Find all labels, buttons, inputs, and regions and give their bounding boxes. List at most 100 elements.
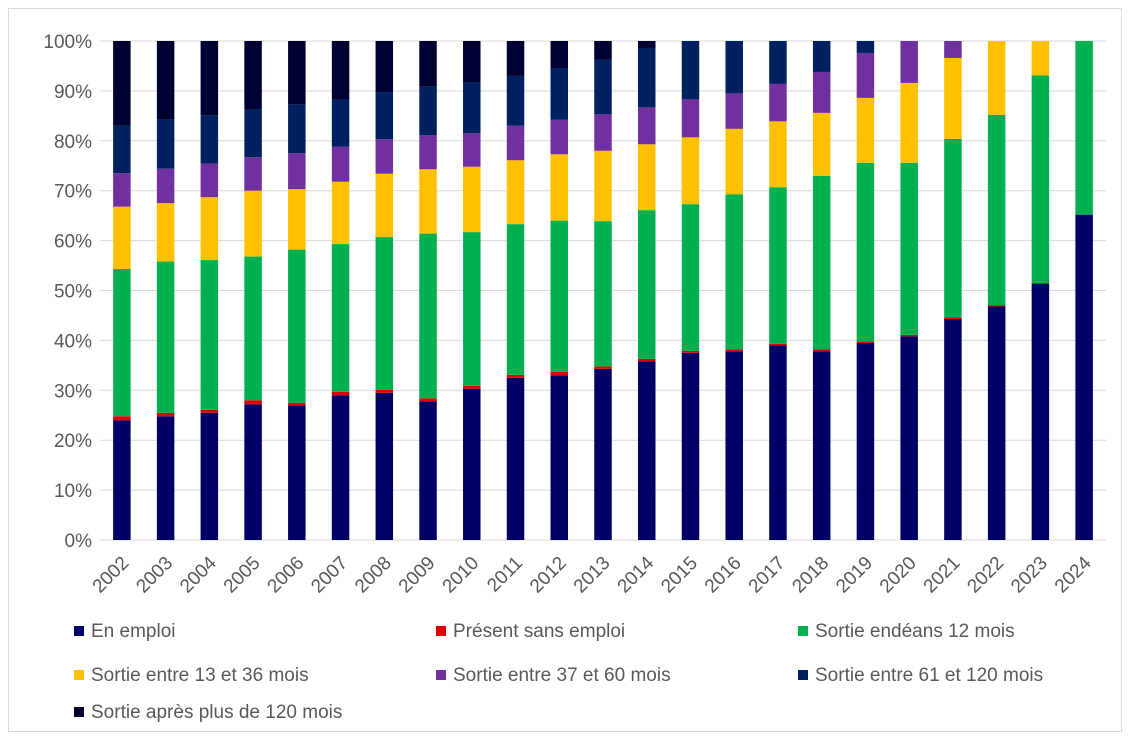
bar-segment bbox=[331, 391, 350, 396]
legend-swatch bbox=[798, 670, 808, 680]
bar-segment bbox=[681, 137, 700, 205]
bar-segment bbox=[244, 157, 262, 191]
bar-segment bbox=[375, 92, 394, 140]
bar-segment bbox=[463, 133, 481, 167]
bar-segment bbox=[288, 405, 306, 540]
bar-segment bbox=[331, 395, 350, 540]
bar-segment bbox=[812, 41, 831, 72]
bar-segment bbox=[1031, 284, 1050, 540]
bar-segment bbox=[244, 190, 262, 257]
bar-segment bbox=[681, 204, 700, 351]
bar-segment bbox=[331, 146, 350, 182]
bar-segment bbox=[725, 349, 743, 352]
bar-segment bbox=[550, 371, 569, 376]
bar-segment bbox=[900, 162, 918, 335]
bar-segment bbox=[331, 181, 350, 245]
legend-item: Sortie entre 13 et 36 mois bbox=[74, 665, 309, 686]
bar-segment bbox=[944, 138, 962, 318]
bar-segment bbox=[506, 41, 525, 76]
bar-segment bbox=[506, 125, 525, 161]
bar-segment bbox=[113, 420, 131, 540]
bar-segment bbox=[375, 139, 394, 174]
bar-segment bbox=[550, 68, 569, 120]
legend-swatch bbox=[74, 707, 84, 717]
bar-segment bbox=[944, 41, 962, 58]
y-axis: 0% 10% 20% 30% 40% 50% 60% 70% 80% 90% 100% bbox=[43, 32, 92, 552]
bar-segment bbox=[725, 41, 743, 94]
x-tick-label: 2003 bbox=[132, 553, 177, 598]
bar-segment bbox=[506, 160, 525, 225]
x-tick-label: 2006 bbox=[264, 553, 309, 598]
bar-segment bbox=[725, 351, 743, 540]
bar-segment bbox=[463, 82, 481, 134]
legend-item: Sortie endéans 12 mois bbox=[798, 621, 1015, 642]
bar-segment bbox=[463, 166, 481, 233]
bar-segment bbox=[769, 345, 787, 540]
x-tick-label: 2021 bbox=[920, 553, 965, 598]
bar-segment bbox=[856, 341, 875, 343]
bar-segment bbox=[812, 349, 831, 352]
x-tick-label: 2007 bbox=[307, 553, 352, 598]
y-tick-label: 60% bbox=[54, 232, 92, 253]
bar-segment bbox=[550, 41, 569, 69]
x-tick-label: 2002 bbox=[89, 553, 134, 598]
bar-segment bbox=[419, 398, 437, 402]
y-tick-label: 20% bbox=[54, 431, 92, 452]
y-tick-label: 30% bbox=[54, 381, 92, 402]
bar-segment bbox=[637, 210, 656, 359]
bar-segment bbox=[288, 189, 306, 250]
bar-segment bbox=[375, 392, 394, 540]
bar-segment bbox=[594, 368, 612, 540]
x-tick-label: 2008 bbox=[351, 553, 396, 598]
y-tick-label: 0% bbox=[65, 531, 93, 552]
bar-segment bbox=[812, 175, 831, 350]
bar-segment bbox=[856, 52, 875, 98]
x-tick-label: 2023 bbox=[1007, 553, 1052, 598]
bar-segment bbox=[156, 416, 175, 540]
bar-segment bbox=[725, 93, 743, 129]
legend-label: Sortie entre 37 et 60 mois bbox=[453, 665, 671, 686]
x-tick-label: 2004 bbox=[176, 552, 221, 597]
bar-segment bbox=[288, 153, 306, 190]
x-tick-label: 2019 bbox=[832, 553, 877, 598]
legend-item: Présent sans emploi bbox=[436, 621, 625, 642]
bar-segment bbox=[944, 317, 962, 319]
bar-segment bbox=[200, 409, 219, 413]
bar-segment bbox=[419, 233, 437, 399]
bar-segment bbox=[987, 306, 1006, 540]
legend-item: Sortie entre 37 et 60 mois bbox=[436, 665, 671, 686]
y-tick-label: 80% bbox=[54, 132, 92, 153]
bar-segment bbox=[550, 119, 569, 155]
legend-label: Présent sans emploi bbox=[453, 621, 625, 642]
bar-segment bbox=[463, 385, 481, 389]
bar-segment bbox=[812, 71, 831, 113]
bar-segment bbox=[375, 173, 394, 238]
bar-segment bbox=[113, 125, 131, 174]
bar-segment bbox=[419, 169, 437, 234]
bar-segment bbox=[288, 41, 306, 105]
bar-segment bbox=[375, 237, 394, 390]
bar-segment bbox=[331, 244, 350, 392]
legend-label: Sortie entre 61 et 120 mois bbox=[815, 665, 1043, 686]
bar-segment bbox=[1075, 214, 1093, 541]
bar-segment bbox=[244, 256, 262, 401]
legend: En emploi Présent sans emploi Sortie endéa… bbox=[74, 621, 1043, 723]
x-tick-label: 2014 bbox=[614, 552, 659, 597]
bar-segment bbox=[419, 135, 437, 170]
bar-segment bbox=[156, 203, 175, 262]
legend-label: En emploi bbox=[91, 621, 176, 642]
bar-segment bbox=[200, 115, 219, 164]
bar-segment bbox=[637, 361, 656, 540]
bar-segment bbox=[769, 121, 787, 188]
bar-segment bbox=[987, 41, 1006, 115]
x-tick-label: 2016 bbox=[701, 553, 746, 598]
legend-swatch bbox=[74, 626, 84, 636]
bar-segment bbox=[900, 334, 918, 337]
bar-segment bbox=[681, 350, 700, 353]
x-tick-label: 2005 bbox=[220, 553, 265, 598]
legend-swatch bbox=[436, 670, 446, 680]
bar-segment bbox=[594, 114, 612, 151]
bar-segment bbox=[463, 232, 481, 386]
